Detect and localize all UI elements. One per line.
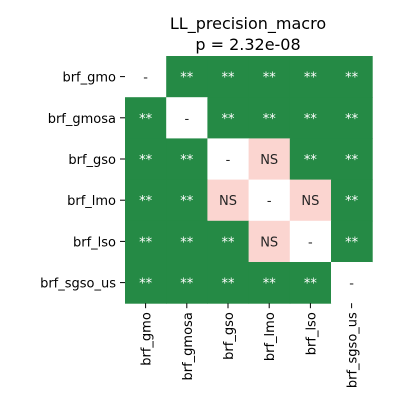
cell-label-2-5: ** [345,153,359,168]
row-tick-label-3: brf_lmo [67,194,116,209]
cell-label-4-0: ** [139,235,153,250]
cell-label-1-0: ** [139,112,153,127]
heatmap-cell-2-0 [125,138,167,181]
heatmap-cell-4-5 [331,220,373,263]
cell-label-5-3: ** [263,277,277,292]
heatmap-cell-0-3 [248,56,291,98]
col-tick-label-2: brf_gso [222,312,237,360]
heatmap-cells: - ** ** ** ** ** ** - ** ** ** ** ** ** - NS ** ** ** ** NS -… [125,56,373,304]
heatmap-cell-0-1 [166,56,208,98]
col-tick-label-4: brf_lso [304,312,319,355]
cell-label-2-4: ** [304,153,318,168]
chart-title: LL_precision_macro [170,14,326,34]
heatmap-cell-3-5 [331,179,373,222]
heatmap-cell-4-0 [125,220,167,263]
cell-label-0-1: ** [180,71,194,86]
heatmap-cell-0-0 [125,56,167,98]
heatmap-cell-0-4 [289,56,332,98]
cell-label-3-4: NS [301,194,319,209]
heatmap-cell-2-5 [331,138,373,181]
row-tick-labels: brf_gmo brf_gmosa brf_gso brf_lmo brf_lsobrf… [40,71,125,292]
heatmap-cell-1-0 [125,97,167,139]
cell-label-1-3: ** [263,112,277,127]
cell-label-4-5: ** [345,235,359,250]
cell-label-5-4: ** [304,277,318,292]
row-tick-label-4: brf_lso [73,235,116,250]
cell-label-2-1: ** [180,153,194,168]
col-tick-label-0: brf_gmo [140,312,155,366]
heatmap-cell-2-4 [289,138,332,181]
heatmap-cell-4-3 [248,220,291,263]
heatmap-cell-1-2 [207,97,250,139]
cell-label-2-2: - [226,153,231,168]
row-tick-label-1: brf_gmosa [48,112,116,127]
col-tick-label-1: brf_gmosa [181,312,196,380]
cell-label-5-2: ** [222,277,236,292]
heatmap-cell-0-2 [207,56,250,98]
cell-label-4-1: ** [180,235,194,250]
cell-label-1-5: ** [345,112,359,127]
heatmap-cell-3-0 [125,179,167,222]
cell-label-0-2: ** [222,71,236,86]
heatmap-cell-3-2 [207,179,250,222]
cell-label-5-1: ** [180,277,194,292]
heatmap-cell-4-4 [289,220,332,263]
col-tick-label-3: brf_lmo [263,312,278,361]
cell-label-5-0: ** [139,277,153,292]
cell-label-4-3: NS [260,235,278,250]
cell-label-3-3: - [267,194,272,209]
cell-label-3-0: ** [139,194,153,209]
heatmap-cell-5-1 [166,262,208,304]
heatmap-cell-1-5 [331,97,373,139]
cell-label-3-2: NS [219,194,237,209]
cell-label-1-2: ** [222,112,236,127]
cell-label-5-5: - [349,277,354,292]
heatmap-cell-3-1 [166,179,208,222]
heatmap-cell-5-3 [248,262,291,304]
cell-label-3-5: ** [345,194,359,209]
heatmap-cell-2-2 [207,138,250,181]
heatmap-cell-2-1 [166,138,208,181]
heatmap-cell-1-3 [248,97,291,139]
column-tick-labels: brf_gmo brf_gmosa brf_gso brf_lmo brf_lso brf… [140,303,361,388]
heatmap-cell-5-2 [207,262,250,304]
cell-label-2-3: NS [260,153,278,168]
heatmap-cell-4-1 [166,220,208,263]
cell-label-0-4: ** [304,71,318,86]
heatmap-cell-1-4 [289,97,332,139]
cell-label-4-4: - [308,235,313,250]
cell-label-0-3: ** [263,71,277,86]
heatmap-cell-3-4 [289,179,332,222]
cell-label-1-4: ** [304,112,318,127]
cell-label-4-2: ** [222,235,236,250]
row-tick-label-0: brf_gmo [62,71,116,86]
col-tick-label-5: brf_sgso_us [346,312,361,388]
heatmap-cell-0-5 [331,56,373,98]
heatmap-cell-5-5 [331,262,373,304]
heatmap-cell-5-4 [289,262,332,304]
cell-label-3-1: ** [180,194,194,209]
heatmap-cell-5-0 [125,262,167,304]
heatmap-cell-3-3 [248,179,291,222]
cell-label-2-0: ** [139,153,153,168]
heatmap-cell-1-1 [166,97,208,139]
row-tick-label-5: brf_sgso_us [40,277,116,292]
heatmap-cell-4-2 [207,220,250,263]
cell-label-0-0: - [143,71,148,86]
chart-subtitle: p = 2.32e-08 [195,35,300,54]
cell-label-1-1: - [184,112,189,127]
row-tick-label-2: brf_gso [68,153,116,168]
cell-label-0-5: ** [345,71,359,86]
heatmap-cell-2-3 [248,138,291,181]
